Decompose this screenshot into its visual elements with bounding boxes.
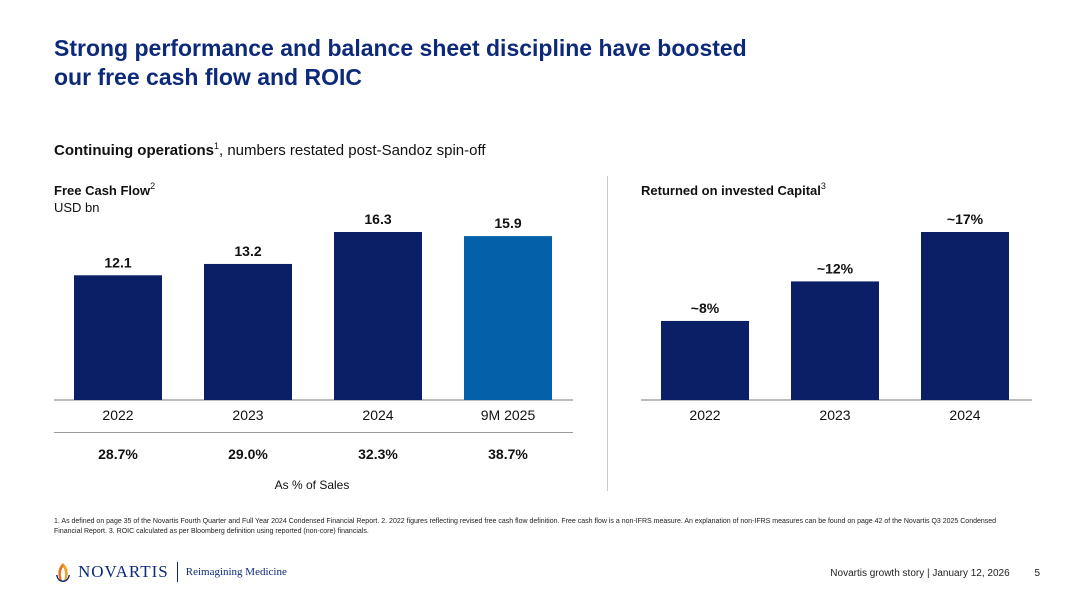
chart-divider — [607, 176, 608, 491]
fcf-bar-2022 — [74, 275, 162, 400]
slide-footer: Novartis growth story | January 12, 2026… — [830, 568, 1040, 579]
fcf-pct-of-sales-label: 28.7% — [98, 446, 138, 462]
roic-value-label: ~12% — [817, 260, 854, 276]
fcf-chart-title: Free Cash Flow — [54, 183, 151, 198]
fcf-bar-9m-2025 — [464, 236, 552, 400]
fcf-category-label: 9M 2025 — [481, 407, 536, 423]
roic-chart-title: Returned on invested Capital — [641, 183, 821, 198]
fcf-pct-of-sales-label: 29.0% — [228, 446, 268, 462]
fcf-category-label: 2024 — [362, 407, 393, 423]
pct-of-sales-caption: As % of Sales — [275, 478, 350, 492]
fcf-bar-2023 — [204, 263, 292, 400]
fcf-bar-2024 — [334, 232, 422, 400]
roic-category-label: 2024 — [949, 407, 980, 423]
fcf-pct-of-sales-label: 32.3% — [358, 446, 398, 462]
fcf-value-label: 13.2 — [234, 243, 261, 259]
fcf-category-label: 2022 — [102, 407, 133, 423]
roic-bar-2024 — [921, 232, 1009, 400]
fcf-value-label: 16.3 — [364, 211, 391, 227]
slide-title-line-2: our free cash flow and ROIC — [54, 64, 362, 90]
subtitle-footnote-ref: 1 — [213, 141, 219, 151]
roic-value-label: ~17% — [947, 211, 984, 227]
page-number: 5 — [1034, 568, 1040, 579]
subtitle-rest: , numbers restated post-Sandoz spin-off — [219, 142, 486, 159]
roic-bar-2022 — [661, 320, 749, 400]
fcf-category-label: 2023 — [232, 407, 263, 423]
fcf-chart-header: Free Cash Flow2 USD bn — [54, 181, 155, 215]
fcf-value-label: 12.1 — [104, 254, 131, 270]
roic-footnote-ref: 3 — [820, 181, 826, 191]
slide-subtitle: Continuing operations1, numbers restated… — [54, 141, 486, 159]
roic-chart-header: Returned on invested Capital3 — [641, 181, 826, 198]
logo-brand-text: NOVARTIS — [78, 562, 169, 581]
subtitle-bold: Continuing operations — [54, 142, 214, 159]
logo-tagline: Reimagining Medicine — [185, 566, 287, 578]
roic-value-label: ~8% — [691, 300, 720, 316]
novartis-flame-icon — [56, 563, 70, 582]
footnotes: 1. As defined on page 35 of the Novartis… — [54, 518, 997, 535]
slide-title: Strong performance and balance sheet dis… — [54, 34, 1014, 92]
pct-of-sales-separator — [54, 432, 573, 433]
roic-category-label: 2022 — [689, 407, 720, 423]
roic-category-label: 2023 — [819, 407, 850, 423]
fcf-pct-of-sales-label: 38.7% — [488, 446, 528, 462]
novartis-logo: NOVARTIS Reimagining Medicine — [54, 560, 287, 584]
footer-text: Novartis growth story | January 12, 2026 — [830, 568, 1010, 579]
roic-bar-2023 — [791, 281, 879, 400]
fcf-value-label: 15.9 — [494, 215, 521, 231]
slide-title-line-1: Strong performance and balance sheet dis… — [54, 35, 747, 61]
fcf-unit-label: USD bn — [54, 200, 100, 215]
logo-separator — [176, 562, 178, 582]
fcf-footnote-ref: 2 — [150, 181, 156, 191]
